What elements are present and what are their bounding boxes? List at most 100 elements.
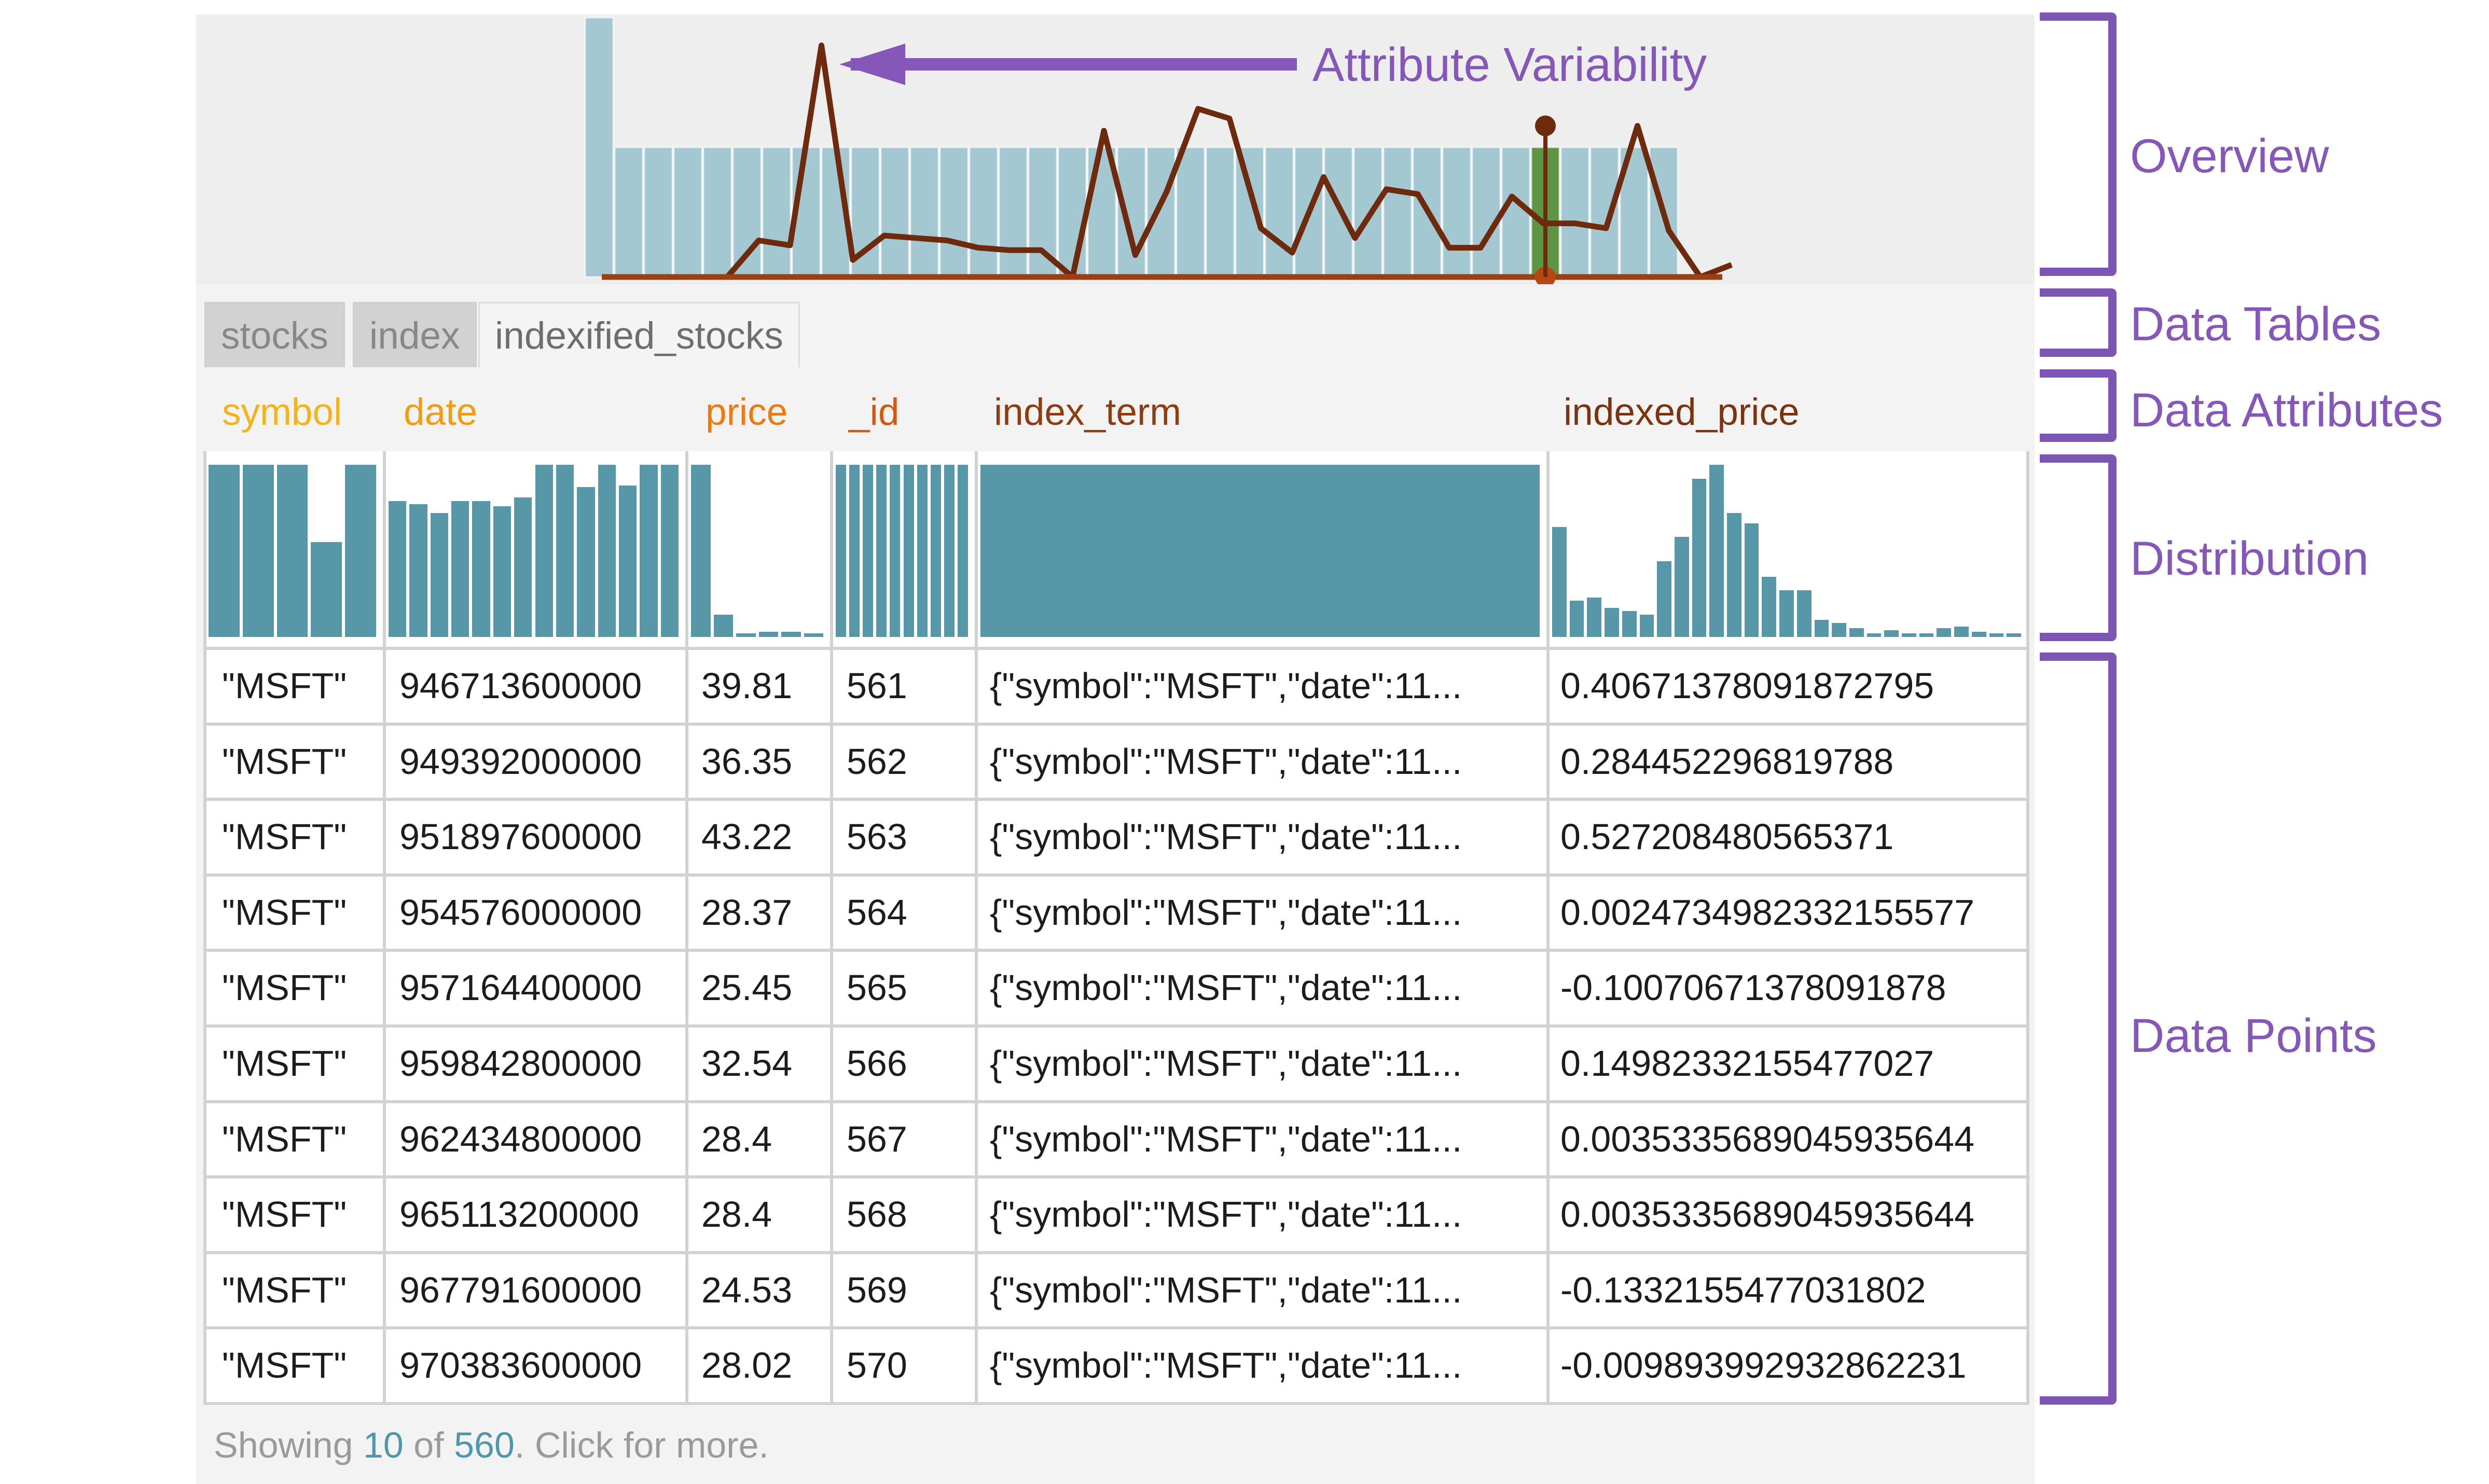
- distribution-bar-indexed-price[interactable]: [1919, 633, 1934, 637]
- tab-index[interactable]: index: [353, 302, 477, 367]
- cell-indexed-price[interactable]: -0.1332155477031802: [1560, 1269, 1926, 1310]
- cell-indexed-price[interactable]: 0.527208480565371: [1560, 816, 1894, 857]
- cell-symbol[interactable]: "MSFT": [222, 892, 347, 933]
- distribution-bar-indexed-price[interactable]: [1937, 628, 1952, 637]
- distribution-bar-date[interactable]: [409, 504, 427, 637]
- cell-index-term[interactable]: {"symbol":"MSFT","date":11...: [990, 967, 1462, 1008]
- cell--id[interactable]: 561: [847, 665, 907, 706]
- distribution-bar-indexed-price[interactable]: [1779, 590, 1794, 637]
- overview-bar[interactable]: [1471, 146, 1501, 278]
- distribution-bar-indexed-price[interactable]: [1744, 523, 1759, 637]
- distribution-bar-symbol[interactable]: [311, 542, 342, 637]
- cell--id[interactable]: 568: [847, 1194, 907, 1235]
- distribution-bar-indexed-price[interactable]: [1866, 633, 1882, 637]
- cell-symbol[interactable]: "MSFT": [222, 816, 347, 857]
- distribution-bar-indexed-price[interactable]: [1709, 465, 1724, 637]
- distribution-bar--id[interactable]: [890, 465, 901, 637]
- cell-date[interactable]: 970383600000: [399, 1345, 642, 1386]
- overview-bar[interactable]: [1589, 146, 1620, 278]
- distribution-bar--id[interactable]: [903, 465, 914, 637]
- overview-bar[interactable]: [1146, 146, 1176, 278]
- cell--id[interactable]: 570: [847, 1345, 907, 1386]
- distribution-bar-indexed-price[interactable]: [1762, 576, 1777, 637]
- cell-index-term[interactable]: {"symbol":"MSFT","date":11...: [990, 816, 1462, 857]
- distribution-bar-indexed-price[interactable]: [1639, 614, 1654, 637]
- distribution-bar-date[interactable]: [598, 465, 616, 637]
- distribution-bar-date[interactable]: [535, 465, 553, 637]
- cell-index-term[interactable]: {"symbol":"MSFT","date":11...: [990, 1118, 1462, 1159]
- show-more-footer[interactable]: Showing 10 of 560. Click for more.: [214, 1420, 769, 1470]
- distribution-bar-index-term[interactable]: [980, 465, 1540, 637]
- overview-bar[interactable]: [1057, 146, 1087, 278]
- cell--id[interactable]: 563: [847, 816, 907, 857]
- cell-date[interactable]: 967791600000: [399, 1269, 642, 1310]
- distribution-bar-date[interactable]: [493, 506, 511, 637]
- cell-date[interactable]: 946713600000: [399, 665, 642, 706]
- distribution-bar-symbol[interactable]: [276, 465, 308, 637]
- overview-bar[interactable]: [643, 146, 673, 278]
- cell-indexed-price[interactable]: 0.0035335689045935644: [1560, 1118, 1975, 1159]
- distribution-bar-date[interactable]: [514, 497, 532, 637]
- distribution-bar-date[interactable]: [430, 512, 449, 637]
- overview-bar[interactable]: [969, 146, 999, 278]
- attribute-symbol[interactable]: symbol: [222, 391, 342, 433]
- distribution-bar-indexed-price[interactable]: [1884, 630, 1899, 637]
- tab-stocks[interactable]: stocks: [204, 302, 345, 367]
- distribution-bar-indexed-price[interactable]: [1814, 619, 1829, 637]
- distribution-bar--id[interactable]: [957, 465, 968, 637]
- distribution-bar-date[interactable]: [660, 465, 679, 637]
- cell-date[interactable]: 965113200000: [399, 1194, 639, 1235]
- cell-symbol[interactable]: "MSFT": [222, 1269, 347, 1310]
- cell-indexed-price[interactable]: 0.0035335689045935644: [1560, 1194, 1975, 1235]
- distribution-bar-indexed-price[interactable]: [1587, 597, 1602, 637]
- distribution-bar--id[interactable]: [836, 465, 847, 637]
- cell-symbol[interactable]: "MSFT": [222, 1118, 347, 1159]
- distribution-bar-symbol[interactable]: [345, 465, 376, 637]
- cell-price[interactable]: 36.35: [701, 741, 793, 782]
- distribution-bar-price[interactable]: [758, 632, 778, 637]
- cell-index-term[interactable]: {"symbol":"MSFT","date":11...: [990, 892, 1462, 933]
- cell-price[interactable]: 24.53: [701, 1269, 793, 1310]
- attribute-price[interactable]: price: [706, 391, 788, 433]
- cell-price[interactable]: 28.4: [701, 1118, 772, 1159]
- distribution-bar-indexed-price[interactable]: [1692, 478, 1707, 637]
- distribution-bar-indexed-price[interactable]: [1849, 628, 1864, 637]
- tab-indexified-stocks[interactable]: indexified_stocks: [478, 302, 800, 367]
- overview-bar[interactable]: [702, 146, 732, 278]
- distribution-bar-indexed-price[interactable]: [1902, 633, 1916, 637]
- overview-bar[interactable]: [1028, 146, 1058, 278]
- cell-symbol[interactable]: "MSFT": [222, 741, 347, 782]
- cell-price[interactable]: 28.37: [701, 892, 793, 933]
- cell-indexed-price[interactable]: -0.009893992932862231: [1560, 1345, 1967, 1386]
- distribution-bar-date[interactable]: [389, 501, 407, 637]
- distribution-bar-price[interactable]: [691, 465, 711, 637]
- attribute-index-term[interactable]: index_term: [994, 391, 1182, 433]
- cell-index-term[interactable]: {"symbol":"MSFT","date":11...: [990, 1269, 1462, 1310]
- cell-indexed-price[interactable]: 0.0024734982332155577: [1560, 892, 1975, 933]
- cell-indexed-price[interactable]: -0.10070671378091878: [1560, 967, 1946, 1008]
- distribution-bar-price[interactable]: [736, 633, 756, 637]
- distribution-bar-indexed-price[interactable]: [1727, 512, 1741, 637]
- overview-bar[interactable]: [1382, 146, 1413, 278]
- overview-bar[interactable]: [1323, 146, 1353, 278]
- distribution-bar-symbol[interactable]: [242, 465, 274, 637]
- distribution-bar-price[interactable]: [781, 632, 801, 637]
- cell-date[interactable]: 957164400000: [399, 967, 642, 1008]
- distribution-bar-indexed-price[interactable]: [1657, 561, 1671, 637]
- distribution-bar-date[interactable]: [577, 487, 595, 637]
- cell--id[interactable]: 562: [847, 741, 907, 782]
- cell-symbol[interactable]: "MSFT": [222, 1345, 347, 1386]
- overview-bar[interactable]: [939, 146, 969, 278]
- cell-date[interactable]: 962434800000: [399, 1118, 642, 1159]
- cell-price[interactable]: 39.81: [701, 665, 793, 706]
- distribution-bar-indexed-price[interactable]: [1989, 633, 2004, 637]
- distribution-bar-indexed-price[interactable]: [2007, 633, 2021, 637]
- attribute-indexed-price[interactable]: indexed_price: [1564, 391, 1800, 433]
- distribution-bar-date[interactable]: [556, 465, 574, 637]
- cell-index-term[interactable]: {"symbol":"MSFT","date":11...: [990, 665, 1462, 706]
- distribution-bar-indexed-price[interactable]: [1674, 537, 1689, 637]
- distribution-bar--id[interactable]: [944, 465, 955, 637]
- cell-date[interactable]: 959842800000: [399, 1043, 642, 1084]
- attribute-date[interactable]: date: [404, 391, 478, 433]
- distribution-bar-indexed-price[interactable]: [1832, 623, 1846, 637]
